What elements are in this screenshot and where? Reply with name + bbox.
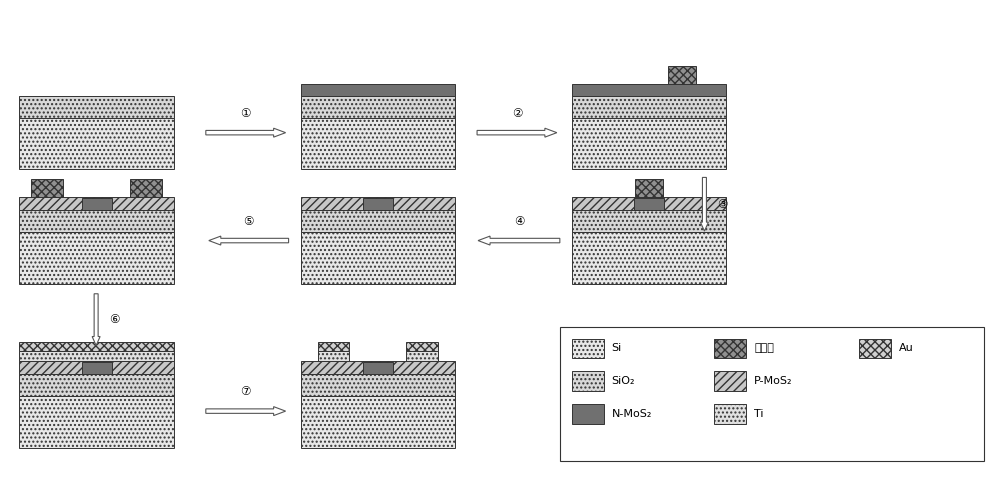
Text: ⑥: ⑥ bbox=[109, 313, 120, 326]
FancyArrow shape bbox=[206, 407, 286, 416]
Bar bbox=[714, 339, 746, 358]
Text: P-MoS₂: P-MoS₂ bbox=[754, 376, 793, 386]
Bar bbox=[318, 342, 349, 351]
Bar bbox=[301, 96, 455, 118]
Text: SiO₂: SiO₂ bbox=[612, 376, 635, 386]
Bar bbox=[19, 197, 174, 210]
Bar bbox=[19, 361, 174, 374]
Bar bbox=[572, 404, 604, 424]
Text: ③: ③ bbox=[717, 198, 728, 211]
Bar bbox=[301, 84, 455, 96]
Bar bbox=[572, 210, 726, 232]
Bar bbox=[82, 362, 112, 374]
Bar bbox=[19, 342, 174, 351]
Bar bbox=[572, 339, 604, 358]
Bar bbox=[572, 118, 726, 169]
Text: Si: Si bbox=[612, 343, 622, 353]
FancyArrow shape bbox=[92, 294, 100, 345]
Bar bbox=[318, 351, 349, 361]
Bar bbox=[363, 362, 393, 374]
Bar bbox=[82, 198, 112, 210]
Text: ①: ① bbox=[240, 107, 251, 120]
Text: ⑤: ⑤ bbox=[243, 215, 254, 228]
Bar bbox=[301, 374, 455, 396]
Bar bbox=[572, 197, 726, 210]
Bar bbox=[668, 66, 696, 84]
Text: N-MoS₂: N-MoS₂ bbox=[612, 409, 652, 419]
Bar bbox=[19, 374, 174, 396]
Text: Au: Au bbox=[899, 343, 914, 353]
Text: ⑦: ⑦ bbox=[240, 385, 251, 398]
Bar bbox=[19, 96, 174, 118]
Bar bbox=[635, 179, 663, 197]
Bar bbox=[19, 210, 174, 232]
Bar bbox=[19, 351, 174, 361]
Bar bbox=[301, 118, 455, 169]
Bar bbox=[301, 232, 455, 284]
Bar bbox=[19, 118, 174, 169]
Bar bbox=[31, 179, 63, 197]
Bar bbox=[406, 342, 438, 351]
Bar bbox=[301, 361, 455, 374]
Bar bbox=[301, 210, 455, 232]
Bar bbox=[301, 197, 455, 210]
FancyArrow shape bbox=[209, 236, 289, 245]
Text: ④: ④ bbox=[514, 215, 524, 228]
Bar bbox=[714, 404, 746, 424]
Bar bbox=[301, 396, 455, 448]
Bar bbox=[363, 198, 393, 210]
Bar bbox=[634, 198, 664, 210]
Bar bbox=[572, 96, 726, 118]
Bar bbox=[859, 339, 891, 358]
Bar bbox=[572, 232, 726, 284]
Bar bbox=[406, 351, 438, 361]
Bar bbox=[560, 327, 984, 461]
Bar bbox=[572, 84, 726, 96]
Bar bbox=[19, 232, 174, 284]
FancyArrow shape bbox=[206, 128, 286, 137]
Bar bbox=[19, 396, 174, 448]
FancyArrow shape bbox=[478, 236, 560, 245]
Bar bbox=[130, 179, 162, 197]
Text: ②: ② bbox=[512, 107, 522, 120]
Text: 光刻胶: 光刻胶 bbox=[754, 343, 774, 353]
Text: Ti: Ti bbox=[754, 409, 764, 419]
Bar bbox=[714, 371, 746, 391]
FancyArrow shape bbox=[477, 128, 557, 137]
FancyArrow shape bbox=[700, 177, 708, 231]
Bar bbox=[572, 371, 604, 391]
